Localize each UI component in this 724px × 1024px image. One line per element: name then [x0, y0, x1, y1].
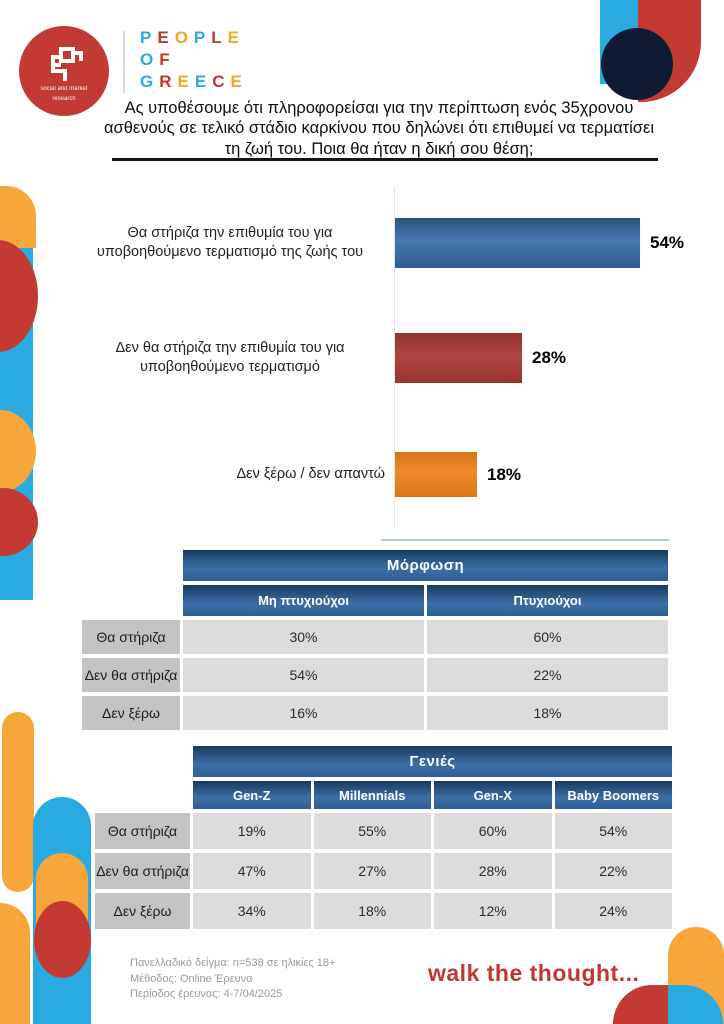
- brand-title-letter: P: [193, 28, 212, 47]
- table-cell: 54%: [183, 658, 424, 692]
- brand-title-letter: L: [211, 28, 228, 47]
- table-cell: 18%: [313, 893, 431, 929]
- note-method: Μέθοδος: Online Έρευνα: [130, 972, 253, 985]
- table-cell: 54%: [554, 813, 672, 849]
- brand-title: PEOPLE OF GREECE: [140, 27, 248, 93]
- table-education: Μόρφωση Μη πτυχιούχοι Πτυχιούχοι Θα στήριζα…: [82, 550, 668, 730]
- table-cell: 22%: [554, 853, 672, 889]
- table-column-header: Gen-X: [434, 781, 552, 809]
- chart-bar-value: 28%: [532, 348, 567, 367]
- decor-bottomright-red-half: [613, 985, 668, 1024]
- header-divider: [123, 31, 125, 93]
- methodology-notes: Πανελλαδικό δείγμα: n=538 σε ηλικίες 18+…: [130, 956, 335, 1003]
- table-column-header: Baby Boomers: [554, 781, 672, 809]
- table-title: Μόρφωση: [183, 550, 668, 581]
- table-corner-spacer: [82, 585, 180, 616]
- table-title: Γενιές: [193, 746, 672, 777]
- table-cell: 30%: [183, 620, 424, 654]
- table-column-header: Gen-Z: [193, 781, 311, 809]
- chart-bar-label-text: Θα στήριζα την επιθυμία του για υποβοηθο…: [96, 224, 364, 260]
- brand-title-letter: E: [157, 28, 175, 47]
- chart-axis-line: [394, 186, 395, 528]
- table-column-header: Μη πτυχιούχοι: [183, 585, 424, 616]
- chart-bar-label: Δεν θα στήριζα την επιθυμία του για υποβ…: [45, 318, 385, 398]
- table-cell: 24%: [554, 893, 672, 929]
- brand-title-letter: E: [177, 72, 195, 91]
- logo-text-line1: social and market: [40, 86, 88, 92]
- chart-bar-value: 18%: [487, 465, 522, 484]
- table-corner-spacer: [95, 781, 190, 809]
- chart-bar-label-text: Δεν θα στήριζα την επιθυμία του για υποβ…: [115, 339, 345, 375]
- table-cell: 27%: [313, 853, 431, 889]
- decor-bottomleft-orange-pill: [2, 712, 34, 892]
- brand-title-letter: E: [227, 28, 245, 47]
- survey-question: Ας υποθέσουμε ότι πληροφορείσαι για την …: [103, 99, 655, 158]
- table-cell: 60%: [434, 813, 552, 849]
- table-cell: 60%: [427, 620, 668, 654]
- table-cell: 34%: [193, 893, 311, 929]
- brand-title-letter: R: [159, 72, 178, 91]
- brand-title-letter: E: [230, 72, 248, 91]
- chart-baseline: [381, 539, 669, 541]
- table-cell: 47%: [193, 853, 311, 889]
- chart-bar-label-text: Δεν ξέρω / δεν απαντώ: [236, 465, 385, 482]
- decor-bottomleft-red-ellipse: [34, 901, 91, 978]
- logo-text-line2: research: [52, 96, 76, 102]
- chart-bar: [395, 218, 640, 268]
- bar-chart: Θα στήριζα την επιθυμία του για υποβοηθο…: [45, 186, 685, 541]
- chart-bar: [395, 333, 522, 383]
- decor-topright-navy-circle: [601, 28, 673, 100]
- brand-title-letter: O: [140, 50, 160, 69]
- brand-title-letter: P: [140, 28, 158, 47]
- table-column-header: Πτυχιούχοι: [427, 585, 668, 616]
- chart-bar-label: Δεν ξέρω / δεν απαντώ: [45, 437, 385, 512]
- question-underline: [112, 158, 658, 161]
- table-cell: 16%: [183, 696, 424, 730]
- brand-title-letter: C: [212, 72, 231, 91]
- note-sample: Πανελλαδικό δείγμα: n=538 σε ηλικίες 18+: [130, 957, 336, 969]
- table-column-header: Millennials: [313, 781, 431, 809]
- brand-title-letter: E: [194, 72, 213, 91]
- brand-title-letter: O: [174, 28, 194, 47]
- brand-title-letter: F: [159, 50, 176, 69]
- logo-glyph-icon: [51, 47, 83, 81]
- table-row-label: Δεν θα στήριζα: [82, 658, 180, 692]
- chart-bar-label: Θα στήριζα την επιθυμία του για υποβοηθο…: [45, 203, 385, 283]
- company-logo: social and market research: [19, 26, 109, 116]
- chart-bar: [395, 452, 477, 497]
- table-corner-spacer: [95, 746, 190, 777]
- chart-bar-value: 54%: [650, 233, 685, 252]
- table-cell: 18%: [427, 696, 668, 730]
- table-cell: 28%: [434, 853, 552, 889]
- table-row-label: Δεν ξέρω: [82, 696, 180, 730]
- table-generations: Γενιές Gen-Z Millennials Gen-X Baby Boomers Θ…: [95, 746, 672, 929]
- note-period: Περίοδος έρευνας: 4-7/04/2025: [130, 988, 283, 1000]
- table-row-label: Δεν θα στήριζα: [95, 853, 190, 889]
- table-row-label: Θα στήριζα: [95, 813, 190, 849]
- table-row-label: Δεν ξέρω: [95, 893, 190, 929]
- table-corner-spacer: [82, 550, 180, 581]
- table-cell: 19%: [193, 813, 311, 849]
- table-cell: 55%: [313, 813, 431, 849]
- table-cell: 22%: [427, 658, 668, 692]
- decor-bottomleft-orange-strip: [0, 903, 30, 1024]
- brand-title-letter: G: [140, 72, 160, 91]
- table-row-label: Θα στήριζα: [82, 620, 180, 654]
- slogan: walk the thought...: [428, 960, 640, 986]
- table-cell: 12%: [434, 893, 552, 929]
